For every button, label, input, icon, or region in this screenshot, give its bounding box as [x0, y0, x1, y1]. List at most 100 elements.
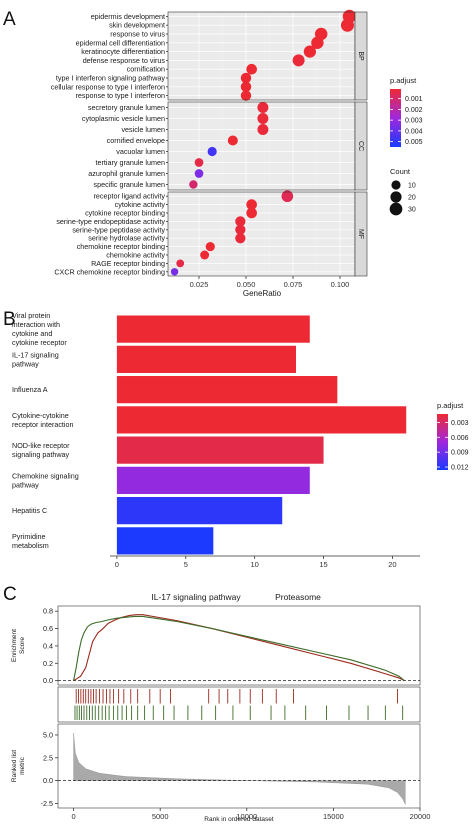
dot-defense-response-to-virus: [292, 54, 305, 67]
dot-specific-granule-lumen: [189, 180, 198, 189]
category-label: Influenza A: [12, 385, 48, 394]
dot-epidermal-cell-differentiation: [311, 36, 324, 49]
padjust-legend-label: 0.005: [405, 139, 423, 146]
rank-axis-title: Ranked list: [11, 750, 18, 782]
term-label: cytokine receptor binding: [85, 209, 165, 218]
x-tick-label: 0.075: [284, 280, 303, 289]
padjust-legend-title: p.adjust: [437, 401, 464, 410]
term-label: azurophil granule lumen: [88, 169, 165, 178]
term-label: serine-type endopeptidase activity: [56, 217, 165, 226]
bar-4: [116, 436, 324, 464]
panel-c-letter: C: [3, 584, 17, 605]
enrichment-score-panel: 0.0 0.2 0.4 0.6 0.8 Enrichment Score: [11, 605, 421, 686]
dot-vesicle-lumen: [257, 124, 269, 135]
term-label: keratinocyte differentiation: [81, 47, 165, 56]
dot-cellular-response-to-type-i-interferon: [240, 81, 252, 93]
term-label: vacuolar lumen: [116, 147, 165, 156]
gene-hits-panel: [57, 686, 421, 723]
dot-serine-type-endopeptidase-activity: [235, 216, 246, 227]
term-label: chemokine receptor binding: [77, 242, 165, 251]
x-tick-label: 0: [72, 812, 76, 821]
facet-strip: [354, 101, 368, 191]
y-tick-label: 0.0: [43, 776, 53, 785]
x-tick-label: 0.025: [190, 280, 209, 289]
y-tick-label: 2.5: [43, 753, 53, 762]
ranked-metric-panel: -2.5 0.0 2.5 5.0 Ranked list metric 0 5000 10000…: [11, 723, 431, 823]
dot-type-i-interferon-signaling-pathway: [240, 72, 252, 84]
count-legend-dot: [390, 191, 402, 203]
term-label: type I interferon signaling pathway: [56, 74, 165, 83]
es-axis-title: Score: [19, 637, 26, 654]
category-label: signaling pathway: [12, 450, 70, 459]
dot-cytokine-receptor-binding: [246, 207, 257, 219]
category-label: Cytokine-cytokine: [12, 411, 69, 420]
term-label: secretory granule lumen: [88, 103, 165, 112]
category-label: interaction with: [12, 320, 60, 329]
category-label: cytokine and: [12, 329, 52, 338]
x-tick-label: 10: [250, 560, 258, 569]
y-tick-label: 5.0: [43, 730, 53, 739]
padjust-colorbar: [390, 89, 401, 147]
bar-7: [116, 527, 214, 555]
term-label: serine hydrolase activity: [88, 234, 165, 243]
panel-b-letter: B: [3, 309, 16, 330]
panel-c: C IL-17 signaling pathway Proteasome 0.0…: [3, 584, 430, 823]
legend-proteasome: Proteasome: [275, 592, 321, 602]
x-tick-label: 20: [388, 560, 396, 569]
padjust-colorbar: [437, 414, 448, 470]
category-label: receptor interaction: [12, 420, 74, 429]
dot-response-to-type-i-interferon: [240, 90, 252, 101]
es-axis-title: Enrichment: [11, 629, 18, 662]
term-label: specific granule lumen: [93, 180, 165, 189]
dot-serine-hydrolase-activity: [235, 233, 246, 244]
category-label: Chemokine signaling: [12, 471, 79, 480]
count-legend-label: 30: [408, 207, 416, 214]
x-tick-label: 0: [115, 560, 119, 569]
padjust-legend-label: 0.009: [451, 450, 469, 457]
facet-strip-label: BP: [357, 51, 364, 61]
term-label: tertiary granule lumen: [95, 158, 165, 167]
term-label: epidermal cell differentiation: [76, 38, 165, 47]
padjust-legend-label: 0.002: [405, 107, 423, 114]
x-tick-label: 20000: [410, 812, 431, 821]
category-label: Pyrimidine: [12, 532, 46, 541]
dot-cxcr-chemokine-receptor-binding: [170, 268, 179, 276]
x-tick-label: 15000: [323, 812, 344, 821]
bar-6: [116, 497, 283, 525]
term-label: RAGE receptor binding: [91, 259, 165, 268]
padjust-legend-title: p.adjust: [390, 76, 417, 85]
es-frame: [57, 605, 421, 686]
facet-strip-label: CC: [357, 141, 364, 151]
bar-1: [116, 345, 296, 373]
es-curve-proteasome: [73, 615, 405, 682]
y-tick-label: 0.2: [43, 659, 53, 668]
legend-il17: IL-17 signaling pathway: [151, 592, 241, 602]
padjust-legend-label: 0.012: [451, 465, 469, 472]
x-tick-label: 5000: [152, 812, 169, 821]
dot-azurophil-granule-lumen: [194, 169, 204, 178]
padjust-legend-label: 0.004: [405, 128, 423, 135]
category-label: metabolism: [12, 541, 49, 550]
category-label: IL-17 signaling: [12, 350, 59, 359]
term-label: cellular response to type I interferon: [51, 82, 165, 91]
count-legend-label: 20: [408, 195, 416, 202]
x-tick-label: 0.100: [331, 280, 350, 289]
term-label: CXCR chemokine receptor binding: [54, 267, 165, 276]
ranked-metric-area: [73, 733, 406, 805]
dot-tertiary-granule-lumen: [194, 158, 204, 167]
y-tick-label: 0.4: [43, 641, 53, 650]
term-label: response to virus: [110, 30, 165, 39]
x-tick-label: 15: [319, 560, 327, 569]
dot-serine-type-peptidase-activity: [235, 224, 246, 235]
term-label: receptor ligand activity: [93, 192, 165, 201]
term-label: cytoplasmic vesicle lumen: [82, 114, 165, 123]
padjust-legend-label: 0.001: [405, 96, 423, 103]
dot-rage-receptor-binding: [176, 259, 185, 268]
term-label: serine-type peptidase activity: [72, 225, 165, 234]
y-tick-label: -2.5: [41, 799, 53, 808]
facet-cc: secretory granule lumen cytoplasmic vesic…: [82, 101, 368, 191]
term-label: chemokine activity: [106, 251, 165, 260]
term-label: skin development: [109, 21, 165, 30]
